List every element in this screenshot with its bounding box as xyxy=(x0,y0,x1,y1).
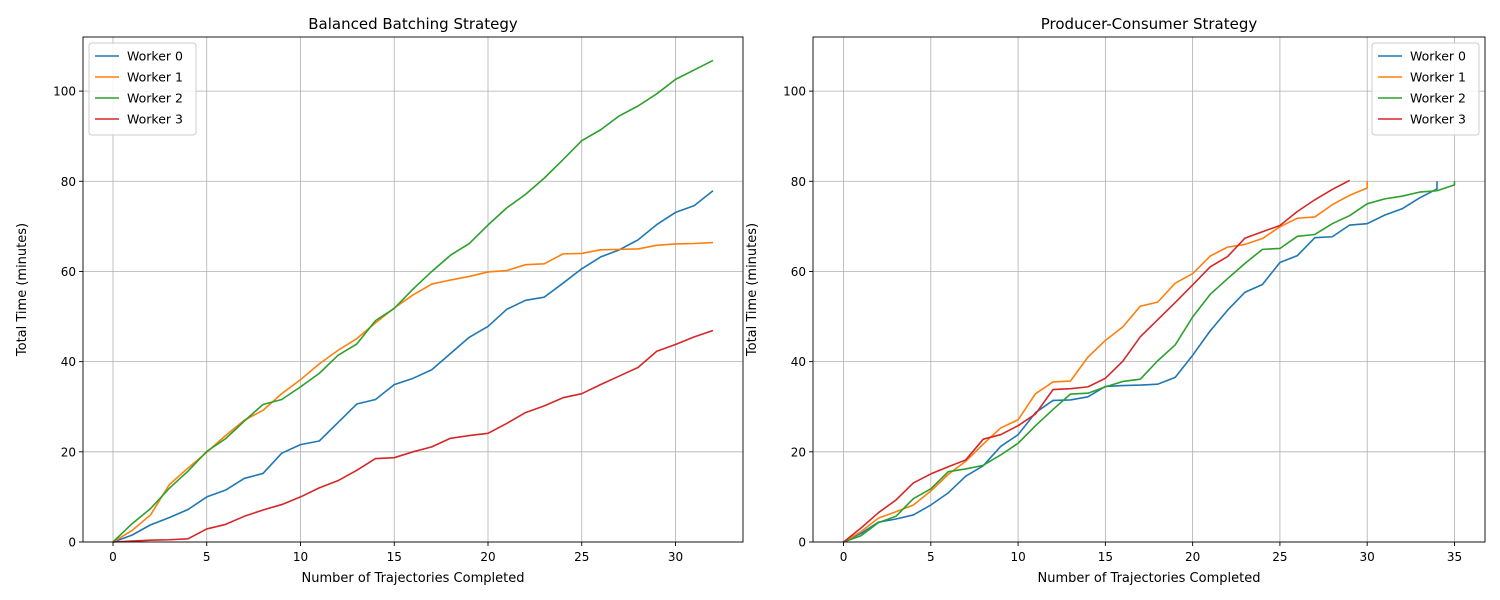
y-tick-label: 60 xyxy=(61,265,76,279)
y-tick-label: 20 xyxy=(61,445,76,459)
x-axis-label: Number of Trajectories Completed xyxy=(1038,571,1261,586)
y-tick-label: 40 xyxy=(61,355,76,369)
chart-panel-1: 0 5 10 15 20 25 30 35 0 20 40 60 80 100 Producer-Consu… xyxy=(745,15,1486,586)
x-tick-label: 35 xyxy=(1447,550,1462,564)
series-line-worker-0 xyxy=(112,190,714,543)
y-axis-label: Total Time (minutes) xyxy=(15,223,30,357)
legend-label-worker-1: Worker 1 xyxy=(1410,70,1466,85)
x-tick-label: 0 xyxy=(109,550,117,564)
x-axis-label: Number of Trajectories Completed xyxy=(302,571,525,586)
legend-label-worker-1: Worker 1 xyxy=(127,70,183,85)
x-tick-label: 20 xyxy=(1185,550,1200,564)
y-tick-label: 100 xyxy=(783,85,806,99)
legend-label-worker-3: Worker 3 xyxy=(127,112,183,127)
y-tick-label: 80 xyxy=(791,175,806,189)
axes-frame xyxy=(812,36,1486,543)
legend-label-worker-0: Worker 0 xyxy=(127,49,183,64)
legend-label-worker-3: Worker 3 xyxy=(1410,112,1466,127)
legend: Worker 0 Worker 1 Worker 2 Worker 3 xyxy=(1371,42,1480,136)
series-line-worker-3 xyxy=(112,329,714,543)
legend-label-worker-0: Worker 0 xyxy=(1410,49,1466,64)
x-tick-label: 25 xyxy=(1272,550,1287,564)
x-tick-label: 0 xyxy=(840,550,848,564)
y-tick-label: 20 xyxy=(791,445,806,459)
x-tick-label: 5 xyxy=(927,550,935,564)
x-tick-label: 10 xyxy=(1010,550,1025,564)
series-line-worker-2 xyxy=(112,59,714,543)
legend: Worker 0 Worker 1 Worker 2 Worker 3 xyxy=(88,42,197,136)
series-line-worker-2 xyxy=(843,181,1456,543)
legend-label-worker-2: Worker 2 xyxy=(127,91,183,106)
x-tick-label: 20 xyxy=(480,550,495,564)
y-tick-label: 0 xyxy=(68,536,76,550)
x-tick-label: 30 xyxy=(1360,550,1375,564)
chart-title: Producer-Consumer Strategy xyxy=(1041,15,1258,33)
x-tick-label: 5 xyxy=(203,550,211,564)
legend-box xyxy=(88,42,197,136)
series-line-worker-3 xyxy=(843,179,1351,543)
series-line-worker-0 xyxy=(843,181,1438,543)
x-tick-label: 15 xyxy=(1098,550,1113,564)
y-tick-label: 0 xyxy=(798,536,806,550)
legend-box xyxy=(1371,42,1480,136)
x-tick-label: 30 xyxy=(668,550,683,564)
series-line-worker-1 xyxy=(112,241,714,543)
y-tick-label: 40 xyxy=(791,355,806,369)
y-axis-label: Total Time (minutes) xyxy=(745,223,760,357)
chart-title: Balanced Batching Strategy xyxy=(308,15,518,33)
y-tick-label: 60 xyxy=(791,265,806,279)
x-tick-label: 25 xyxy=(574,550,589,564)
y-tick-label: 80 xyxy=(61,175,76,189)
legend-label-worker-2: Worker 2 xyxy=(1410,91,1466,106)
axes-frame xyxy=(82,36,744,543)
series-line-worker-1 xyxy=(843,181,1368,543)
x-tick-label: 15 xyxy=(387,550,402,564)
y-tick-label: 100 xyxy=(53,85,76,99)
chart-panel-0: 0 5 10 15 20 25 30 0 20 40 60 80 100 Balanced Batchin… xyxy=(15,15,744,586)
x-tick-label: 10 xyxy=(293,550,308,564)
